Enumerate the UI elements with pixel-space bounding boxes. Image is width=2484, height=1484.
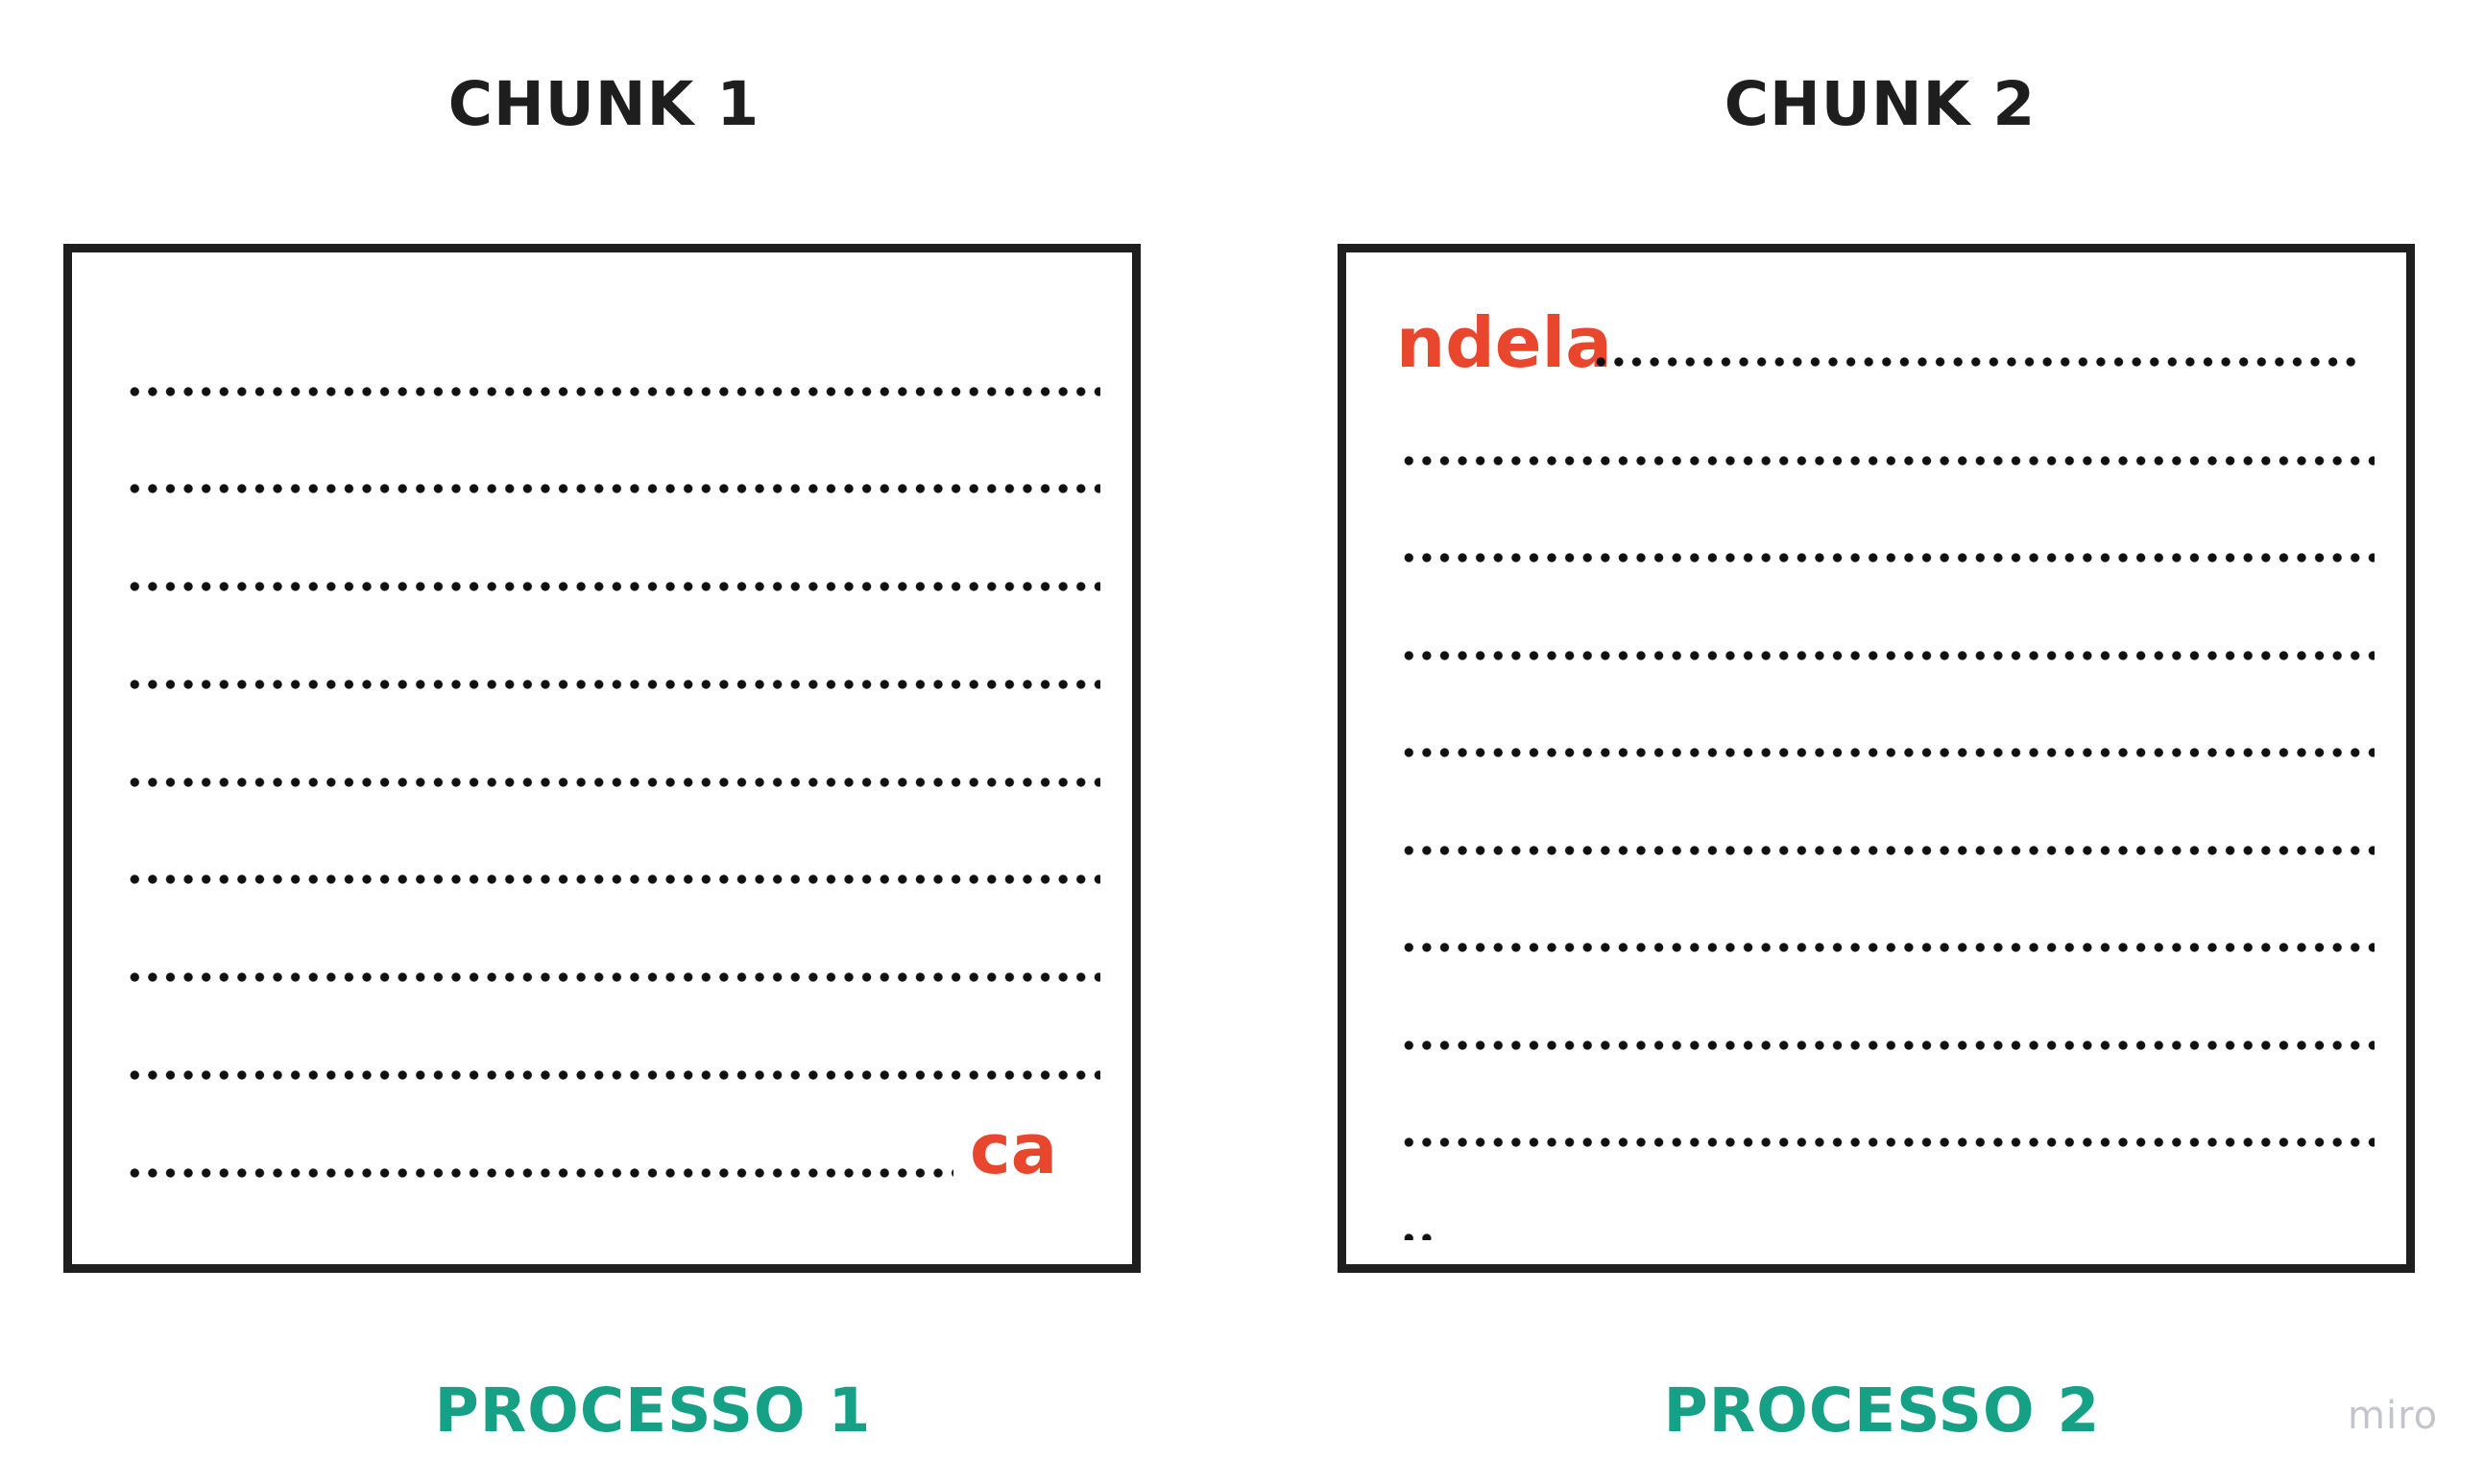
dotted-line xyxy=(126,971,1100,983)
chunk-1-fragment: ca xyxy=(970,1109,1058,1189)
chunk-1-box: ca xyxy=(63,244,1141,1273)
dotted-line xyxy=(126,679,1100,690)
dotted-line-partial xyxy=(1400,1233,1436,1240)
dotted-line xyxy=(1400,455,2375,467)
process-2-label: PROCESSO 2 xyxy=(1663,1376,2101,1446)
dotted-line xyxy=(1400,845,2375,856)
dotted-line xyxy=(1400,1040,2375,1051)
chunk-2-fragment: ndela xyxy=(1396,302,1612,383)
dotted-line xyxy=(126,386,1100,397)
dotted-line xyxy=(126,483,1100,494)
dotted-line xyxy=(1400,942,2375,953)
dotted-line xyxy=(1592,356,2360,368)
dotted-line xyxy=(126,1069,1100,1081)
chunk-2-title: CHUNK 2 xyxy=(1724,69,2037,139)
dotted-line xyxy=(126,1167,953,1179)
dotted-line xyxy=(1400,1137,2375,1148)
chunk-1-title: CHUNK 1 xyxy=(447,69,760,139)
dotted-line xyxy=(1400,650,2375,661)
process-1-label: PROCESSO 1 xyxy=(434,1376,872,1446)
dotted-line xyxy=(1400,747,2375,758)
chunk-2-box: ndela xyxy=(1338,244,2415,1273)
dotted-line xyxy=(1400,552,2375,563)
dotted-line xyxy=(126,874,1100,885)
miro-watermark: miro xyxy=(2348,1394,2439,1438)
dotted-line xyxy=(126,777,1100,788)
dotted-line xyxy=(126,581,1100,592)
